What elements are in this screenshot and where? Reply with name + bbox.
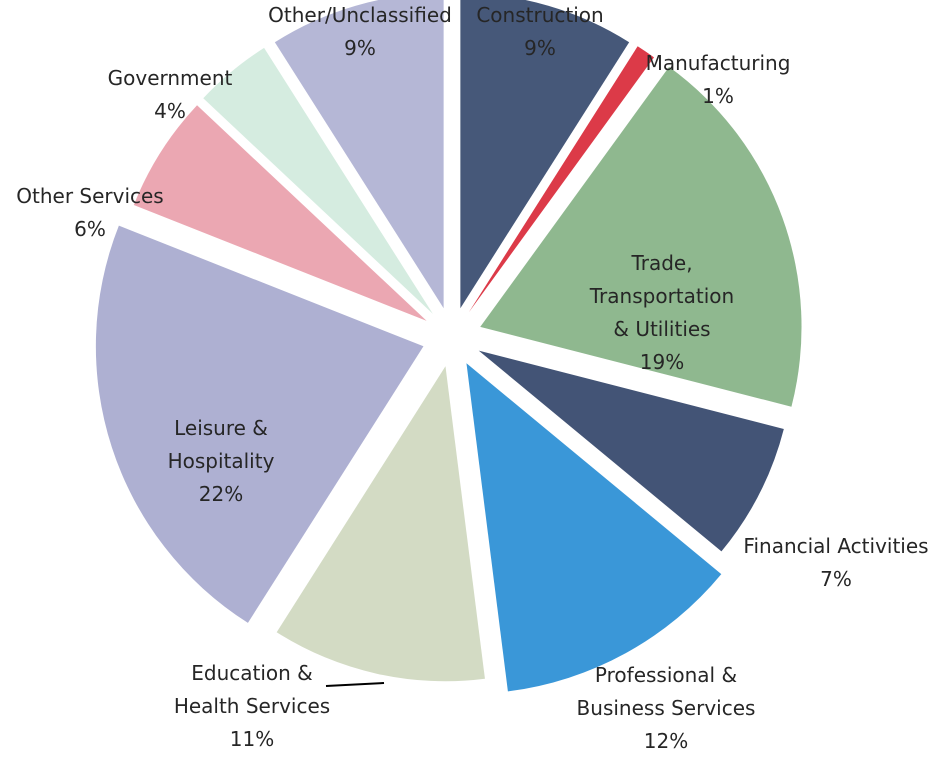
pie-slice-professional-business-services [466,363,722,692]
pie-slices [95,0,802,692]
slice-percent: 4% [154,99,186,123]
slice-label-financial-activities: Financial Activities 7% [743,534,928,591]
pie-labels: Construction 9% Manufacturing 1% Trade, Trans… [16,3,928,753]
slice-label-construction: Construction 9% [476,3,603,60]
pie-slice-other-services [133,105,427,321]
slice-category-line: Health Services [174,694,330,718]
slice-label-trade-transportation-utilities: Trade, Transportation & Utilities 19% [589,251,734,374]
slice-category-line: Education & [191,661,313,685]
pie-slice-government [203,47,433,314]
pie-slice-education-health-services [276,366,485,682]
slice-category-line: Hospitality [168,449,275,473]
slice-category-line: Trade, [630,251,692,275]
slice-category-line: Construction [476,3,603,27]
slice-label-manufacturing: Manufacturing 1% [646,51,791,108]
slice-category-line: Government [108,66,233,90]
slice-percent: 12% [644,729,688,753]
pie-slice-leisure-hospitality [95,225,424,623]
slice-category-line: Transportation [589,284,734,308]
slice-percent: 9% [344,36,376,60]
slice-percent: 1% [702,84,734,108]
pie-slice-financial-activities [478,350,784,552]
pie-slice-trade-transportation-utilities [480,66,802,407]
slice-percent: 9% [524,36,556,60]
slice-label-other-unclassified: Other/Unclassified 9% [268,3,452,60]
slice-label-government: Government 4% [108,66,233,123]
slice-percent: 7% [820,567,852,591]
slice-label-education-health-services: Education & Health Services 11% [174,661,330,751]
pie-slice-construction [460,0,630,309]
slice-category-line: Leisure & [174,416,268,440]
slice-percent: 22% [199,482,243,506]
slice-category-line: Professional & [595,663,737,687]
education-leader-line [325,682,385,687]
slice-label-other-services: Other Services 6% [16,184,163,241]
slice-label-leisure-hospitality: Leisure & Hospitality 22% [168,416,275,506]
slice-label-professional-business-services: Professional & Business Services 12% [577,663,756,753]
pie-slice-other-unclassified [274,0,444,309]
slice-percent: 19% [640,350,684,374]
slice-category-line: Financial Activities [743,534,928,558]
slice-category-line: Business Services [577,696,756,720]
slice-percent: 11% [230,727,274,751]
slice-category-line: Other/Unclassified [268,3,452,27]
slice-category-line: Other Services [16,184,163,208]
slice-category-line: & Utilities [613,317,710,341]
slice-percent: 6% [74,217,106,241]
slice-category-line: Manufacturing [646,51,791,75]
pie-slice-manufacturing [468,46,655,313]
